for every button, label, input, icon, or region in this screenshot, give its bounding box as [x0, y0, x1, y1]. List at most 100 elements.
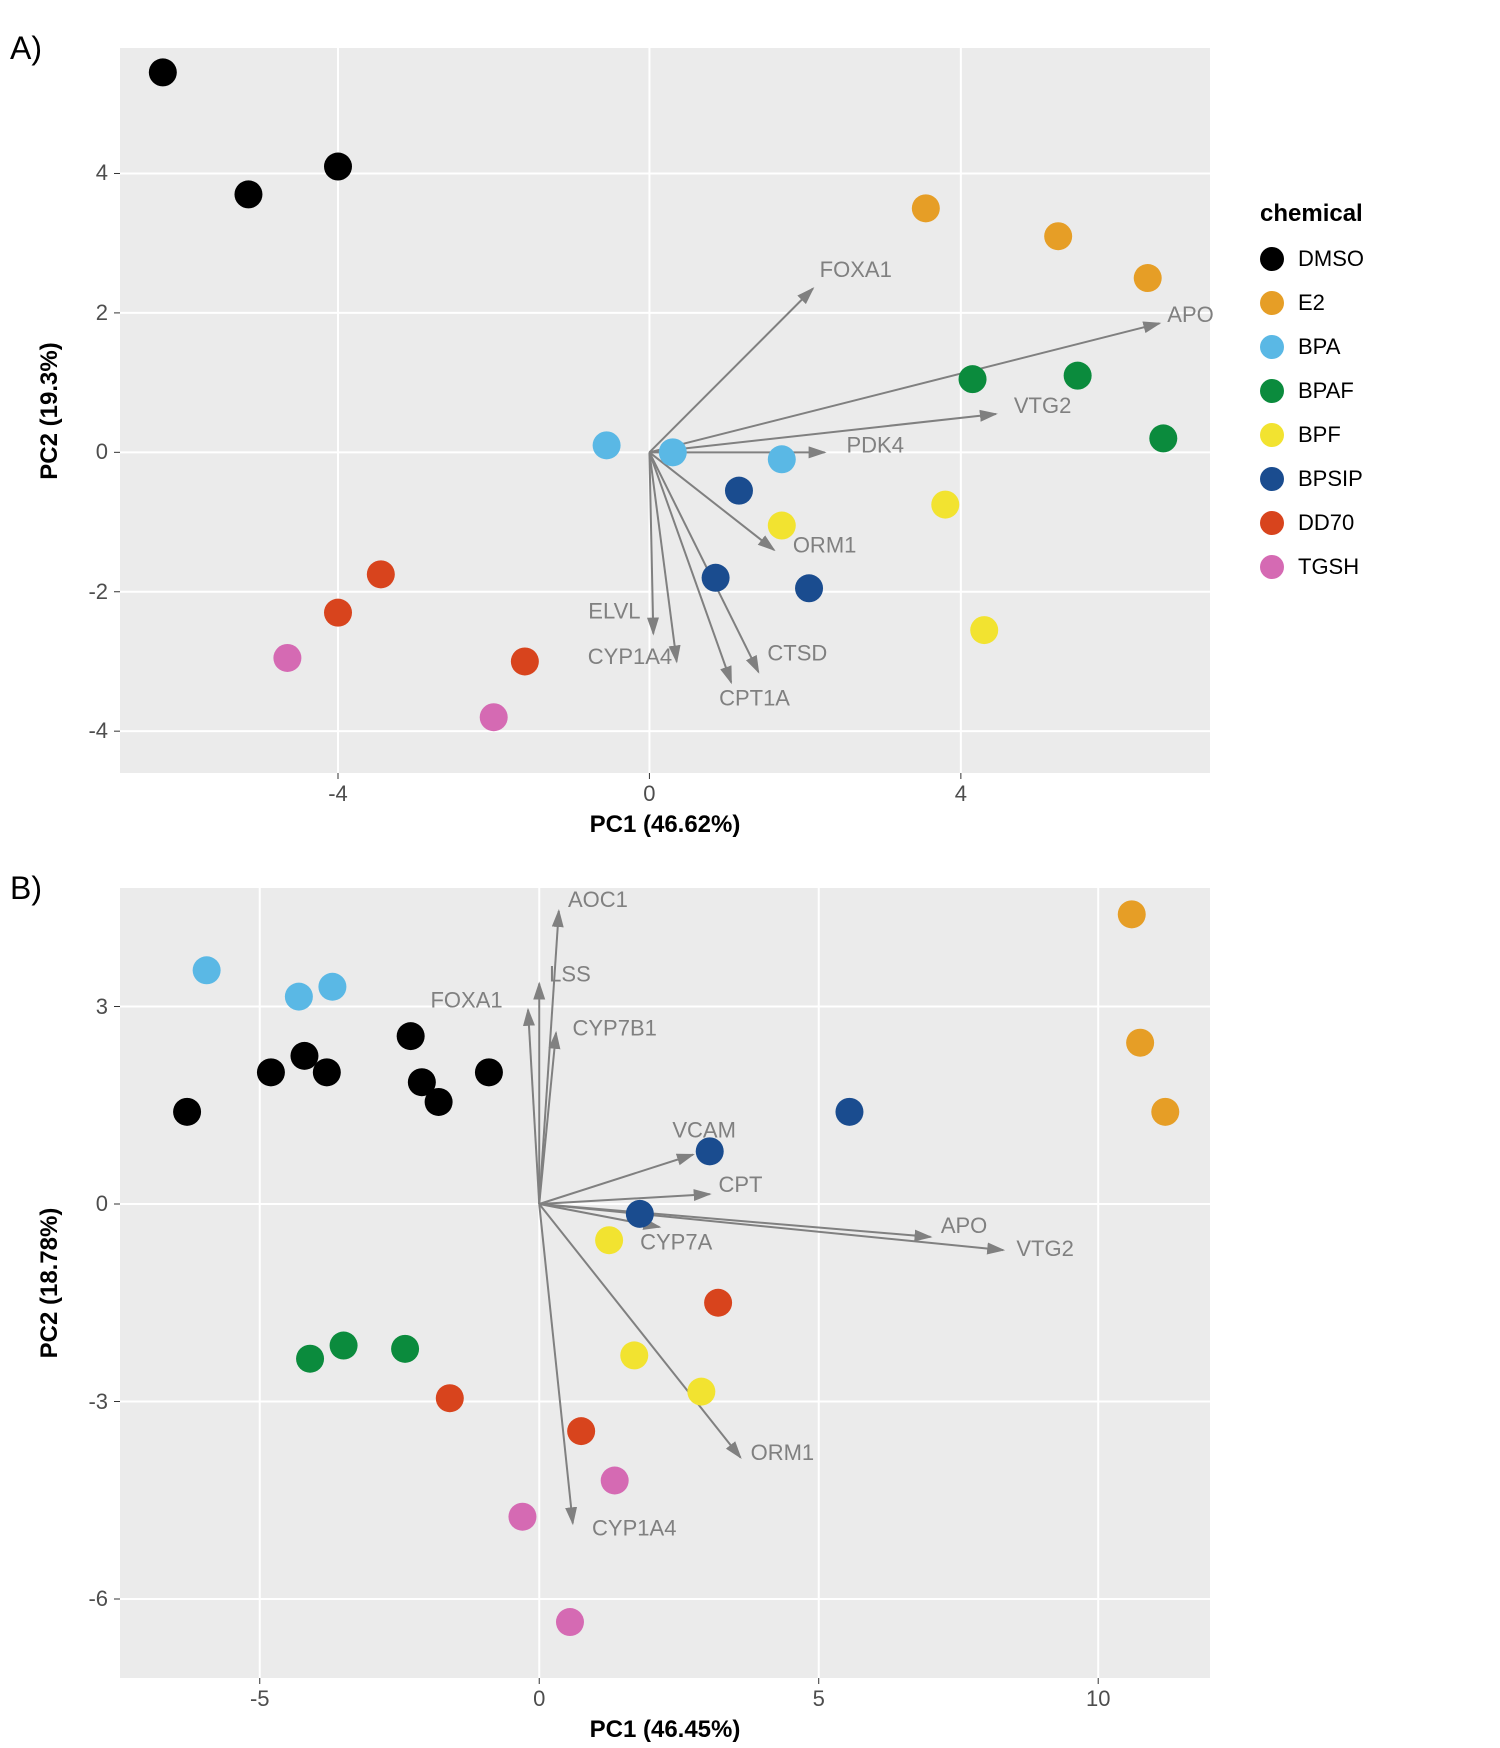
loading-label: CYP7B1: [572, 1015, 656, 1040]
panel-label-b: B): [10, 870, 42, 907]
loading-label: PDK4: [846, 433, 903, 458]
data-point: [567, 1417, 595, 1445]
data-point: [696, 1137, 724, 1165]
y-tick-label: -2: [88, 579, 108, 605]
data-point: [702, 564, 730, 592]
data-point: [595, 1226, 623, 1254]
data-point: [397, 1022, 425, 1050]
loading-label: CYP7A: [640, 1229, 712, 1254]
x-tick-label: -4: [328, 781, 348, 807]
legend-item: BPSIP: [1260, 466, 1364, 492]
x-tick-label: -5: [250, 1686, 270, 1712]
y-tick-label: 0: [96, 439, 108, 465]
data-point: [1134, 264, 1162, 292]
data-point: [626, 1200, 654, 1228]
legend-label: DMSO: [1298, 246, 1364, 272]
data-point: [257, 1058, 285, 1086]
data-point: [931, 491, 959, 519]
data-point: [508, 1503, 536, 1531]
data-point: [318, 973, 346, 1001]
legend-item: E2: [1260, 290, 1364, 316]
legend-swatch: [1260, 423, 1284, 447]
loading-label: LSS: [549, 961, 591, 986]
data-point: [659, 438, 687, 466]
data-point: [1149, 424, 1177, 452]
data-point: [193, 956, 221, 984]
loading-label: VTG2: [1014, 393, 1071, 418]
data-point: [593, 431, 621, 459]
plot-area-a: FOXA1APOVTG2PDK4ORM1CTSDCPT1ACYP1A4ELVL: [120, 48, 1210, 773]
data-point: [556, 1608, 584, 1636]
data-point: [330, 1332, 358, 1360]
loading-label: CPT: [718, 1172, 762, 1197]
legend-item: DD70: [1260, 510, 1364, 536]
legend-label: E2: [1298, 290, 1325, 316]
loading-label: FOXA1: [430, 988, 502, 1013]
x-axis-title: PC1 (46.45%): [590, 1716, 741, 1744]
loading-label: VTG2: [1016, 1236, 1073, 1261]
data-point: [391, 1335, 419, 1363]
data-point: [1126, 1029, 1154, 1057]
legend-item: TGSH: [1260, 554, 1364, 580]
loading-label: ORM1: [793, 532, 857, 557]
legend-swatch: [1260, 291, 1284, 315]
legend-swatch: [1260, 247, 1284, 271]
legend-item: DMSO: [1260, 246, 1364, 272]
legend-title: chemical: [1260, 200, 1364, 228]
legend-label: DD70: [1298, 510, 1354, 536]
data-point: [1064, 362, 1092, 390]
data-point: [313, 1058, 341, 1086]
y-tick-label: -3: [88, 1389, 108, 1415]
data-point: [970, 616, 998, 644]
x-tick-label: 10: [1086, 1686, 1110, 1712]
x-tick-label: 4: [955, 781, 967, 807]
y-tick-label: -4: [88, 718, 108, 744]
loading-label: ORM1: [751, 1440, 815, 1465]
legend-swatch: [1260, 511, 1284, 535]
loading-label: APO: [941, 1213, 987, 1238]
data-point: [1044, 222, 1072, 250]
figure: A)FOXA1APOVTG2PDK4ORM1CTSDCPT1ACYP1A4ELV…: [0, 0, 1500, 1748]
data-point: [768, 512, 796, 540]
data-point: [475, 1058, 503, 1086]
data-point: [768, 445, 796, 473]
y-axis-title: PC2 (19.3%): [36, 342, 64, 479]
legend: chemicalDMSOE2BPABPAFBPFBPSIPDD70TGSH: [1260, 200, 1364, 580]
loading-label: AOC1: [568, 887, 628, 912]
data-point: [1151, 1098, 1179, 1126]
loading-label: CTSD: [767, 640, 827, 665]
x-tick-label: 0: [643, 781, 655, 807]
data-point: [601, 1467, 629, 1495]
y-tick-label: 2: [96, 300, 108, 326]
legend-item: BPA: [1260, 334, 1364, 360]
data-point: [480, 703, 508, 731]
data-point: [511, 647, 539, 675]
data-point: [959, 365, 987, 393]
y-axis-title: PC2 (18.78%): [36, 1208, 64, 1359]
data-point: [324, 153, 352, 181]
legend-label: TGSH: [1298, 554, 1359, 580]
data-point: [273, 644, 301, 672]
data-point: [912, 194, 940, 222]
x-tick-label: 5: [813, 1686, 825, 1712]
y-tick-label: 4: [96, 160, 108, 186]
data-point: [173, 1098, 201, 1126]
data-point: [835, 1098, 863, 1126]
loading-label: CYP1A4: [588, 644, 672, 669]
data-point: [704, 1289, 732, 1317]
x-axis-title: PC1 (46.62%): [590, 811, 741, 839]
data-point: [324, 599, 352, 627]
x-tick-label: 0: [533, 1686, 545, 1712]
data-point: [234, 180, 262, 208]
panel-label-a: A): [10, 30, 42, 67]
y-tick-label: 0: [96, 1191, 108, 1217]
loading-label: CYP1A4: [592, 1516, 676, 1541]
data-point: [1118, 900, 1146, 928]
legend-label: BPAF: [1298, 378, 1354, 404]
legend-label: BPA: [1298, 334, 1340, 360]
data-point: [296, 1345, 324, 1373]
data-point: [687, 1378, 715, 1406]
legend-swatch: [1260, 379, 1284, 403]
y-tick-label: -6: [88, 1586, 108, 1612]
legend-swatch: [1260, 335, 1284, 359]
